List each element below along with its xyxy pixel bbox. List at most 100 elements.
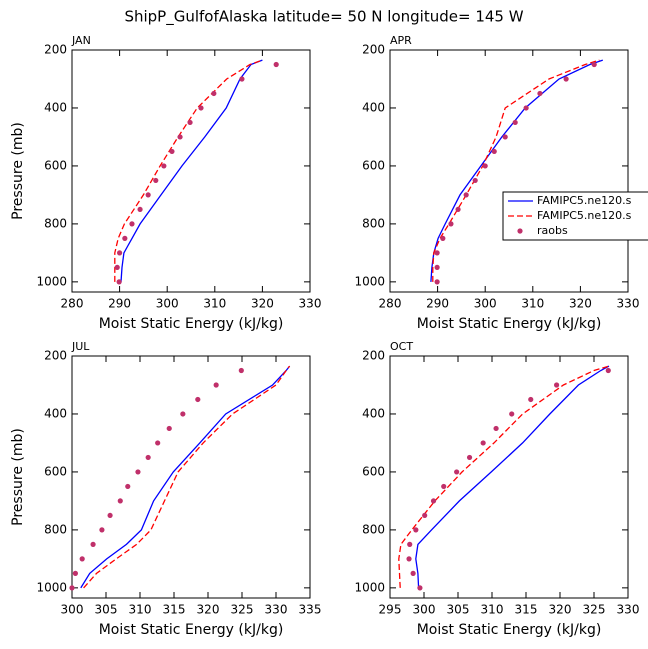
raob-point	[563, 76, 569, 82]
x-axis-label: Moist Static Energy (kJ/kg)	[417, 622, 602, 638]
legend-label: FAMIPC5.ne120.s	[537, 194, 632, 207]
raob-point	[537, 90, 543, 97]
y-tick-label: 800	[44, 522, 67, 536]
x-tick-label: 300	[413, 603, 436, 617]
raob-point	[117, 498, 123, 504]
y-tick-label: 400	[44, 100, 67, 114]
x-tick-label: 305	[95, 603, 118, 617]
raob-point	[455, 206, 461, 213]
x-tick-label: 300	[474, 297, 497, 311]
panel: 200 400 600 800 1000 280 290 300 310 320 330 JAN Moi…	[10, 34, 321, 332]
raob-point	[114, 264, 120, 270]
y-tick-label: 800	[44, 216, 67, 230]
raob-point	[406, 556, 412, 562]
y-tick-label: 200	[44, 43, 67, 57]
x-tick-label: 330	[265, 603, 288, 617]
x-tick-label: 315	[163, 603, 186, 617]
raob-point	[430, 498, 437, 504]
profile-line	[80, 365, 291, 589]
raob-point	[153, 177, 159, 184]
raob-point	[509, 411, 515, 417]
x-tick-label: 280	[61, 297, 84, 311]
y-tick-label: 400	[362, 100, 385, 114]
y-tick-label: 800	[362, 522, 385, 536]
raob-point	[107, 512, 113, 519]
x-axis-label: Moist Static Energy (kJ/kg)	[99, 316, 284, 332]
legend-label: raobs	[537, 224, 568, 237]
raob-point	[69, 585, 75, 591]
raob-point	[169, 148, 175, 155]
raob-point	[198, 105, 204, 111]
y-tick-label: 800	[362, 216, 385, 230]
raob-point	[410, 570, 416, 576]
raob-point	[135, 469, 141, 475]
raob-point	[90, 541, 96, 547]
raob-point	[145, 454, 151, 461]
x-axis-label: Moist Static Energy (kJ/kg)	[417, 316, 602, 332]
raob-point	[441, 483, 447, 490]
profile-line	[432, 59, 600, 282]
y-tick-label: 1000	[36, 274, 67, 288]
y-tick-label: 600	[362, 464, 385, 478]
x-tick-label: 325	[583, 603, 606, 617]
raob-point	[448, 221, 454, 227]
raob-point	[238, 367, 244, 374]
raob-point	[528, 396, 534, 403]
raob-point	[434, 264, 440, 270]
legend-label: FAMIPC5.ne120.s	[537, 209, 632, 222]
y-tick-label: 1000	[36, 580, 67, 594]
panel-title: JUL	[71, 340, 90, 353]
raob-point	[472, 177, 478, 184]
panel: 200 400 600 800 1000 295 300 305 310 315 320 325 330…	[354, 340, 639, 638]
x-tick-label: 295	[379, 603, 402, 617]
y-axis-label: Pressure (mb)	[10, 428, 26, 526]
plot-frame	[71, 355, 311, 599]
raob-point	[166, 425, 172, 432]
y-tick-label: 400	[362, 406, 385, 420]
raob-point	[605, 367, 611, 374]
panel-title: OCT	[390, 340, 413, 353]
raob-point	[466, 454, 473, 461]
panel-title: APR	[390, 34, 412, 47]
raob-point	[591, 61, 597, 68]
raob-point	[407, 541, 413, 547]
raob-point	[493, 425, 499, 432]
raob-point	[187, 119, 193, 126]
plot-frame	[71, 49, 311, 293]
x-tick-label: 320	[197, 603, 220, 617]
profile-line	[415, 365, 610, 588]
raob-point	[463, 192, 469, 198]
x-tick-label: 330	[299, 297, 322, 311]
raob-point	[273, 61, 279, 68]
raob-point	[180, 411, 186, 417]
raob-point	[213, 382, 219, 388]
panel-title: JAN	[71, 34, 91, 47]
raob-point	[239, 76, 245, 82]
raob-point	[137, 206, 143, 213]
raob-point	[440, 235, 446, 241]
y-tick-label: 200	[362, 43, 385, 57]
x-tick-label: 300	[61, 603, 84, 617]
legend-marker	[517, 228, 523, 234]
raob-point	[417, 585, 423, 591]
raob-point	[117, 250, 123, 256]
x-tick-label: 290	[108, 297, 131, 311]
y-tick-label: 200	[44, 349, 67, 363]
raob-point	[454, 469, 460, 475]
raob-point	[480, 440, 486, 446]
raob-point	[116, 279, 122, 285]
x-tick-label: 320	[549, 603, 572, 617]
profile-line	[83, 365, 291, 589]
x-tick-label: 310	[203, 297, 226, 311]
raob-point	[422, 512, 428, 519]
x-tick-label: 305	[447, 603, 470, 617]
profile-line	[120, 59, 263, 282]
x-axis-label: Moist Static Energy (kJ/kg)	[99, 622, 284, 638]
x-tick-label: 325	[231, 603, 254, 617]
x-tick-label: 310	[481, 603, 504, 617]
y-tick-label: 400	[44, 406, 67, 420]
raob-point	[434, 279, 440, 285]
panel: 200 400 600 800 1000 280 290 300 310 320 330 APR Moi…	[354, 34, 648, 332]
profile-line	[114, 59, 263, 282]
